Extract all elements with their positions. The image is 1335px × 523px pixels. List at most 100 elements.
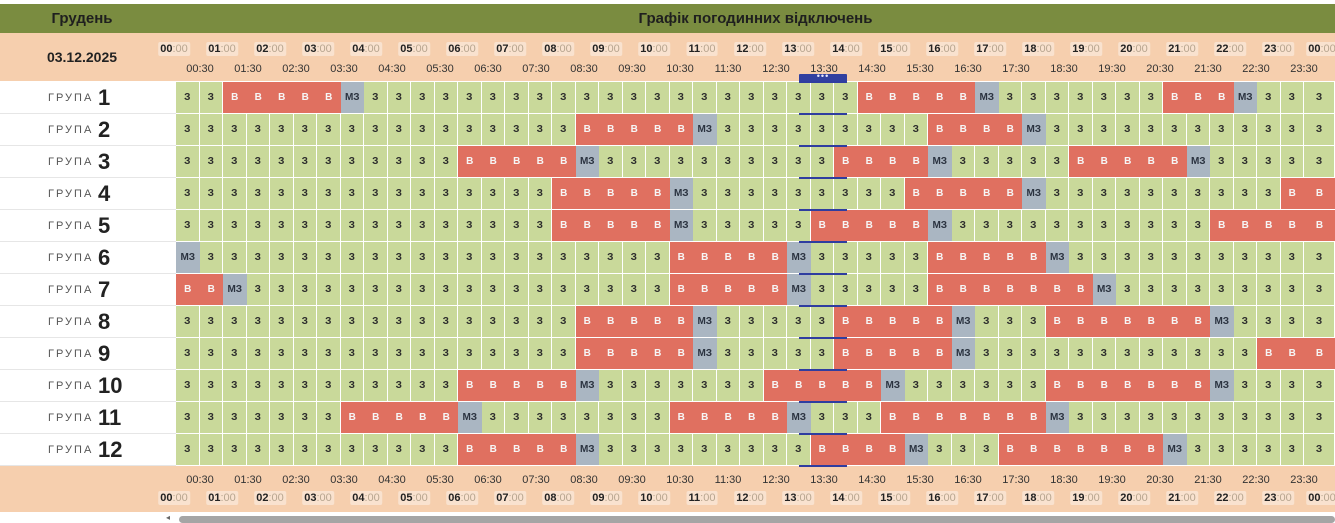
hour-tick: 09:00 — [590, 491, 622, 505]
schedule-cell: В — [834, 434, 858, 465]
schedule-cell: З — [1163, 114, 1187, 145]
schedule-cell: В — [904, 178, 928, 209]
schedule-cell: В — [1163, 370, 1187, 401]
schedule-cell: З — [1186, 114, 1210, 145]
schedule-cell: З — [246, 338, 270, 369]
schedule-cell: З — [434, 306, 458, 337]
group-number: 1 — [98, 85, 111, 110]
schedule-cell: В — [834, 338, 858, 369]
schedule-cell: З — [834, 114, 858, 145]
half-hour-tick: 12:30 — [762, 63, 790, 75]
hour-tick-minutes: :00 — [1180, 492, 1196, 504]
schedule-cell: З — [998, 82, 1022, 113]
schedule-cell: В — [787, 370, 811, 401]
hour-tick: 16:00 — [926, 491, 958, 505]
schedule-cell: МЗ — [1210, 306, 1234, 337]
schedule-cell: З — [176, 370, 200, 401]
schedule-cell: В — [1139, 370, 1163, 401]
hour-tick-hour: 22 — [1216, 492, 1229, 504]
schedule-cell: В — [505, 434, 529, 465]
hour-tick-minutes: :00 — [508, 492, 524, 504]
schedule-cell: З — [1045, 338, 1069, 369]
schedule-cell: З — [716, 178, 740, 209]
schedule-cell: З — [505, 242, 529, 273]
schedule-cell: МЗ — [787, 402, 811, 433]
schedule-cell: В — [646, 178, 670, 209]
schedule-cell: З — [1139, 274, 1163, 305]
hour-tick-minutes: :00 — [220, 492, 236, 504]
half-hour-tick: 02:30 — [282, 474, 310, 486]
hour-tick: 22:00 — [1214, 42, 1246, 56]
current-time-line — [799, 465, 847, 467]
schedule-cell: З — [528, 402, 552, 433]
schedule-cell: З — [293, 242, 317, 273]
schedule-cell: В — [904, 146, 928, 177]
half-hour-tick: 06:30 — [474, 474, 502, 486]
schedule-cell: З — [1186, 402, 1210, 433]
hour-tick: 20:00 — [1118, 491, 1150, 505]
scrollbar-thumb[interactable] — [179, 516, 1335, 523]
schedule-cell: З — [481, 114, 505, 145]
schedule-cell: З — [810, 82, 834, 113]
schedule-cell: В — [1045, 274, 1069, 305]
hour-tick-minutes: :00 — [364, 43, 380, 55]
schedule-cell: З — [270, 338, 294, 369]
scroll-left-icon[interactable]: ◂ — [166, 513, 171, 522]
hour-tick-minutes: :00 — [748, 492, 764, 504]
schedule-cell: З — [481, 306, 505, 337]
schedule-cell: В — [857, 306, 881, 337]
schedule-cell: В — [669, 242, 693, 273]
schedule-cell: З — [1233, 178, 1257, 209]
schedule-cell: З — [364, 338, 388, 369]
hour-tick-hour: 00 — [160, 43, 173, 55]
schedule-cell: З — [1304, 370, 1335, 401]
schedule-cell: З — [787, 306, 811, 337]
hour-tick-hour: 03 — [304, 492, 317, 504]
schedule-cell: В — [575, 306, 599, 337]
schedule-cell: В — [246, 82, 270, 113]
schedule-cell: З — [1210, 242, 1234, 273]
schedule-cell: З — [505, 306, 529, 337]
schedule-cell: В — [552, 178, 576, 209]
half-hour-tick: 03:30 — [330, 474, 358, 486]
hour-tick-minutes: :00 — [604, 43, 620, 55]
schedule-cell: З — [693, 178, 717, 209]
half-hour-tick: 01:30 — [234, 474, 262, 486]
hour-tick-minutes: :00 — [172, 492, 188, 504]
schedule-cell: З — [528, 274, 552, 305]
schedule-cell: З — [1233, 402, 1257, 433]
schedule-cell: З — [646, 242, 670, 273]
schedule-cell: МЗ — [1045, 242, 1069, 273]
hour-tick-minutes: :00 — [796, 43, 812, 55]
schedule-cell: З — [763, 338, 787, 369]
schedule-cell: В — [223, 82, 247, 113]
group-number: 5 — [98, 213, 111, 238]
group-label-word: ГРУПА — [48, 220, 94, 232]
schedule-cell: В — [1233, 210, 1257, 241]
schedule-cell: В — [364, 402, 388, 433]
hour-tick-hour: 06 — [448, 43, 461, 55]
half-hour-tick: 01:30 — [234, 63, 262, 75]
schedule-cell: З — [928, 434, 952, 465]
schedule-cell: З — [364, 146, 388, 177]
schedule-cell: З — [1045, 82, 1069, 113]
schedule-cell: З — [270, 114, 294, 145]
hour-tick-hour: 21 — [1168, 492, 1181, 504]
schedule-cell: В — [646, 114, 670, 145]
schedule-cell: МЗ — [1022, 114, 1046, 145]
hour-tick: 00:00 — [1306, 491, 1335, 505]
schedule-cell: З — [881, 274, 905, 305]
schedule-cell: З — [1069, 338, 1093, 369]
schedule-cell: В — [857, 370, 881, 401]
hour-tick-hour: 17 — [976, 43, 989, 55]
schedule-cell: В — [928, 242, 952, 273]
schedule-cell: В — [458, 434, 482, 465]
schedule-cell: З — [1116, 274, 1140, 305]
schedule-cell: З — [787, 146, 811, 177]
schedule-cell: МЗ — [693, 338, 717, 369]
schedule-cell: З — [763, 306, 787, 337]
schedule-cell: З — [1092, 82, 1116, 113]
hour-tick-minutes: :00 — [1084, 43, 1100, 55]
schedule-cell: З — [1233, 434, 1257, 465]
schedule-cell: З — [1116, 242, 1140, 273]
